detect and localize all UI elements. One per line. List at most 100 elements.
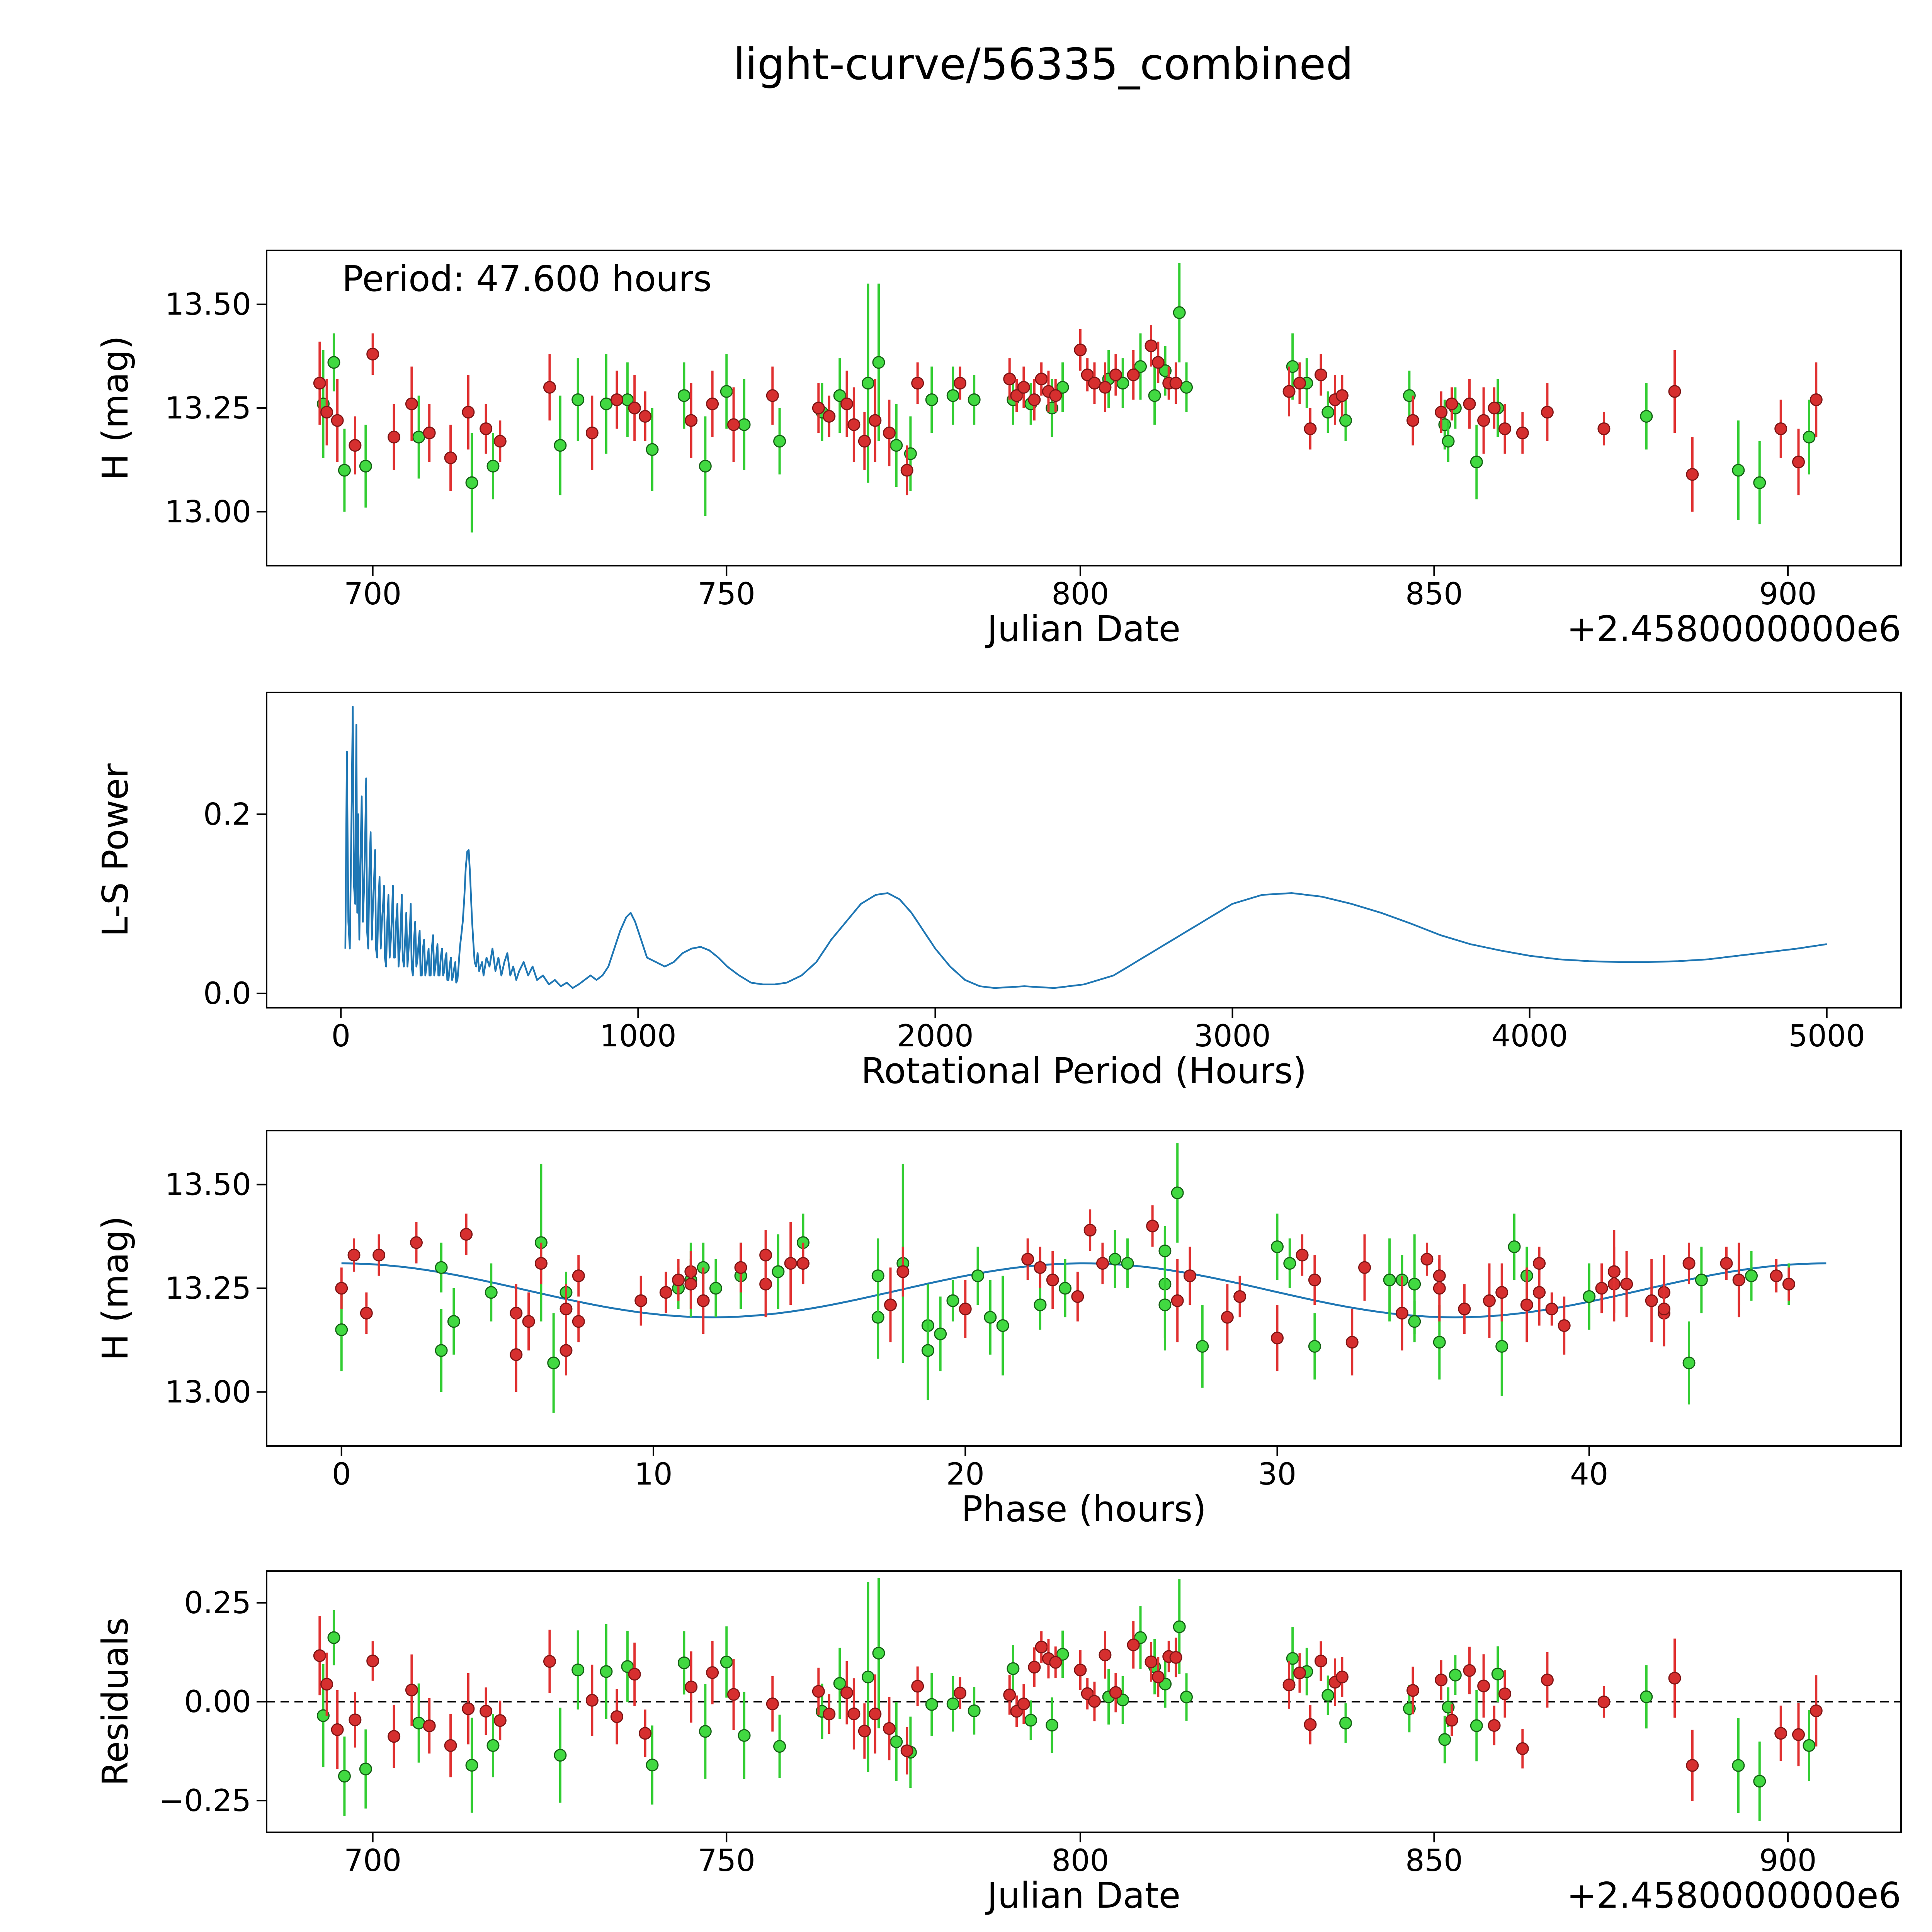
green-point: [1121, 1257, 1134, 1270]
red-point: [1668, 1672, 1681, 1685]
green-point: [1495, 1340, 1509, 1353]
red-point: [1109, 1686, 1122, 1699]
red-point: [522, 1315, 535, 1328]
red-point: [639, 1727, 652, 1740]
red-series: [313, 325, 1823, 512]
green-point: [925, 1698, 938, 1711]
residuals-ytick-label: 0.25: [184, 1586, 251, 1621]
green-point: [1056, 381, 1069, 394]
periodogram-ytick-label: 0.2: [203, 797, 251, 832]
red-point: [1282, 385, 1296, 398]
red-point: [1810, 393, 1823, 406]
red-point: [1028, 1661, 1041, 1674]
red-point: [1541, 1673, 1554, 1687]
red-point: [462, 406, 475, 419]
periodogram-xtick-label: 2000: [897, 1019, 974, 1054]
lightcurve-xlabel: Julian Date: [985, 608, 1180, 650]
red-point: [1463, 397, 1476, 410]
lightcurve-plot-area: [313, 263, 1823, 533]
green-point: [486, 1739, 500, 1752]
green-point: [968, 1704, 981, 1718]
green-point: [1583, 1290, 1596, 1303]
red-point: [366, 1655, 379, 1668]
phase-ytick-label: 13.00: [165, 1375, 251, 1410]
red-point: [1169, 377, 1182, 390]
panel-periodogram: 0 1000 2000 3000 4000 5000 0.0 0.2 Rotational Pe…: [95, 692, 1902, 1092]
red-point: [685, 1680, 698, 1694]
red-point: [1445, 1714, 1458, 1727]
red-point: [1034, 1261, 1047, 1274]
green-point: [335, 1323, 348, 1336]
red-point: [1151, 356, 1165, 369]
green-point: [1339, 414, 1352, 427]
red-point: [366, 347, 379, 361]
phase-frame: [266, 1130, 1902, 1447]
green-point: [890, 1735, 903, 1748]
green-point: [871, 1311, 884, 1324]
red-point: [634, 1294, 648, 1307]
green-point: [861, 377, 874, 390]
green-point: [1148, 389, 1161, 402]
red-point: [869, 414, 882, 427]
red-point: [423, 426, 436, 439]
red-point: [1488, 1719, 1501, 1732]
residuals-xtick-label: 800: [1051, 1844, 1109, 1878]
red-point: [911, 377, 924, 390]
red-point: [1099, 1648, 1112, 1662]
green-point: [872, 1646, 885, 1660]
residuals-frame: [266, 1570, 1902, 1833]
green-point: [435, 1344, 448, 1357]
red-point: [1049, 1656, 1062, 1669]
panel-lightcurve: 700 750 800 850 900 13.00 13.25 13.50 Julian Dat…: [95, 250, 1902, 650]
green-point: [1180, 1690, 1193, 1704]
green-point: [1171, 1186, 1184, 1199]
red-point: [1046, 1274, 1059, 1287]
red-point: [1293, 377, 1306, 390]
green-point: [946, 389, 959, 402]
red-point: [1595, 1282, 1608, 1295]
red-point: [784, 1257, 797, 1270]
red-point: [1458, 1303, 1471, 1316]
red-point: [1109, 368, 1122, 381]
red-point: [883, 426, 896, 439]
green-point: [412, 1716, 425, 1730]
red-point: [610, 1710, 623, 1723]
green-point: [1321, 406, 1335, 419]
green-point: [1449, 1668, 1462, 1682]
green-point: [327, 356, 340, 369]
red-point: [1406, 1684, 1419, 1697]
red-point: [1541, 406, 1554, 419]
red-point: [388, 430, 401, 444]
red-point: [1304, 422, 1317, 435]
red-point: [706, 397, 719, 410]
periodogram-xtick-label: 4000: [1491, 1019, 1568, 1054]
green-point: [465, 476, 478, 489]
green-point: [871, 1269, 884, 1282]
green-point: [1803, 1739, 1816, 1752]
residuals-ytick-label: −0.25: [159, 1784, 251, 1818]
green-point: [872, 356, 885, 369]
red-point: [1171, 1294, 1184, 1307]
residuals-plot-area: [267, 1578, 1901, 1821]
lightcurve-ytick-label: 13.50: [165, 287, 251, 322]
green-point: [1383, 1274, 1396, 1287]
lightcurve-xtick-label: 800: [1051, 577, 1109, 612]
green-point: [359, 1762, 372, 1776]
green-point: [709, 1282, 722, 1295]
red-point: [480, 422, 493, 435]
green-point: [1046, 1719, 1059, 1732]
red-point: [1533, 1257, 1546, 1270]
green-point: [1134, 360, 1147, 373]
green-point: [1173, 1620, 1186, 1633]
red-point: [1477, 414, 1490, 427]
red-point: [1520, 1298, 1533, 1311]
red-point: [1010, 389, 1023, 402]
lightcurve-xtick-label: 700: [344, 577, 401, 612]
green-point: [1056, 1648, 1069, 1661]
red-point: [727, 1688, 740, 1701]
green-point: [996, 1319, 1009, 1332]
red-point: [823, 410, 836, 423]
red-point: [954, 377, 967, 390]
red-point: [1558, 1319, 1571, 1332]
